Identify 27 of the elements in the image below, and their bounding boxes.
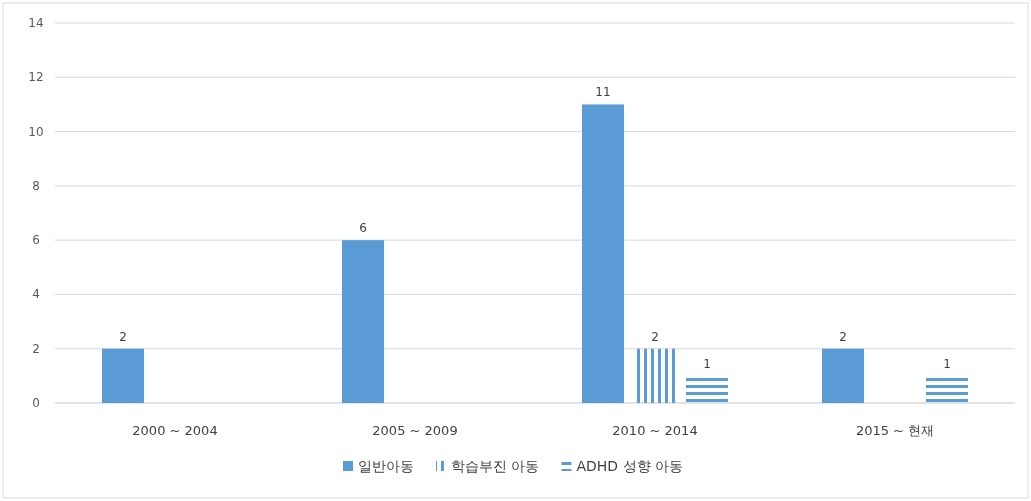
- x-tick-label: 2005 ~ 2009: [372, 423, 458, 438]
- data-label: 2: [119, 329, 127, 344]
- x-tick-label: 2010 ~ 2014: [612, 423, 698, 438]
- legend-label: ADHD 성향 아동: [576, 458, 684, 474]
- x-tick-label: 2015 ~ 현재: [855, 423, 935, 438]
- y-tick-label: 6: [32, 233, 40, 248]
- bar: [342, 240, 384, 403]
- y-tick-label: 12: [28, 70, 44, 85]
- data-label: 2: [651, 329, 659, 344]
- data-label: 6: [359, 221, 367, 236]
- y-tick-label: 2: [32, 341, 40, 356]
- legend-label: 일반아동: [358, 458, 414, 474]
- y-tick-label: 10: [28, 124, 44, 139]
- data-label: 1: [703, 356, 711, 371]
- data-label: 2: [839, 329, 847, 344]
- bar: [582, 104, 624, 403]
- bar: [822, 348, 864, 403]
- bar: [102, 348, 144, 403]
- legend-label: 학습부진 아동: [451, 458, 540, 474]
- y-tick-label: 0: [32, 396, 40, 410]
- x-tick-label: 2000 ~ 2004: [132, 423, 218, 438]
- data-label: 11: [595, 85, 611, 100]
- y-tick-label: 8: [32, 178, 40, 193]
- bar: [634, 348, 676, 403]
- y-tick-label: 4: [32, 287, 40, 302]
- data-label: 1: [943, 356, 951, 371]
- y-tick-label: 14: [28, 16, 44, 30]
